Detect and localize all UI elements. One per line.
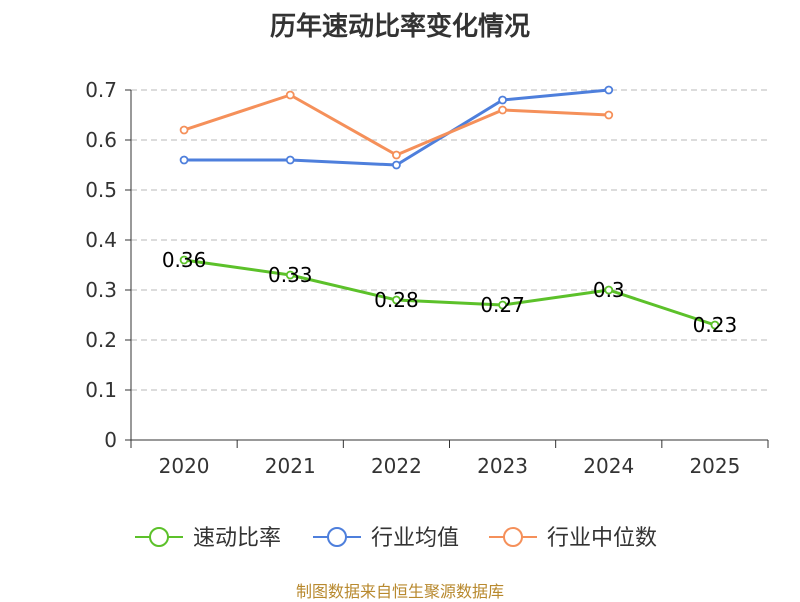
series-line-0: [183, 258, 716, 327]
data-point-2: [604, 110, 614, 120]
data-point-0: [285, 270, 295, 280]
data-point-1: [498, 95, 507, 105]
data-label: 0.33: [268, 263, 313, 287]
data-point-1: [179, 155, 189, 165]
axes: 0 0.1 0.2 0.3 0.4 0.5 0.6 0.7 2020 2021 2022 2023 20…: [85, 78, 769, 478]
y-tick-label: 0.6: [85, 128, 117, 152]
data-point-0: [604, 285, 614, 295]
y-tick-label: 0.4: [85, 228, 117, 252]
data-label: 0.23: [693, 313, 738, 337]
x-tick-label: 2023: [477, 454, 528, 478]
data-point-1: [392, 160, 401, 170]
chart-title: 历年速动比率变化情况: [269, 12, 530, 42]
data-label: 0.3: [593, 278, 625, 302]
x-tick-label: 2022: [371, 454, 422, 478]
x-tick-label: 2025: [689, 454, 740, 478]
y-tick-label: 0.1: [85, 378, 117, 402]
y-tick-label: 0.2: [85, 328, 117, 352]
x-tick-label: 2024: [583, 454, 634, 478]
data-labels: 0.36 0.33 0.28 0.27 0.3 0.23: [162, 248, 737, 337]
legend-item-0: 速动比率: [135, 526, 281, 551]
legend-marker: [149, 527, 169, 547]
data-point-0: [710, 320, 720, 330]
legend: 速动比率 行业均值 行业中位数: [135, 526, 657, 551]
legend-item-1: 行业均值: [313, 526, 459, 551]
data-label: 0.28: [374, 288, 419, 312]
y-tick-label: 0: [104, 428, 117, 452]
data-label: 0.36: [162, 248, 207, 272]
x-tick-label: 2020: [159, 454, 210, 478]
grid-lines: [131, 89, 768, 391]
legend-label: 行业中位数: [547, 526, 657, 551]
data-point-1: [285, 155, 295, 165]
legend-marker: [327, 527, 347, 547]
series-lines: [179, 85, 720, 330]
data-label: 0.27: [480, 293, 525, 317]
x-tick-label: 2021: [265, 454, 316, 478]
data-point-2: [285, 90, 295, 100]
legend-label: 速动比率: [193, 526, 281, 551]
data-point-2: [392, 150, 401, 160]
data-point-2: [498, 105, 507, 115]
data-point-0: [179, 255, 189, 265]
y-tick-label: 0.5: [85, 178, 117, 202]
legend-item-2: 行业中位数: [489, 526, 657, 551]
y-tick-label: 0.7: [85, 78, 117, 102]
data-point-2: [179, 125, 189, 135]
legend-label: 行业均值: [371, 526, 459, 551]
data-point-1: [604, 85, 614, 95]
data-point-0: [392, 295, 401, 305]
legend-marker: [503, 527, 523, 547]
y-tick-label: 0.3: [85, 278, 117, 302]
series-line-2: [183, 93, 609, 157]
data-point-0: [498, 300, 507, 310]
source-note: 制图数据来自恒生聚源数据库: [295, 582, 504, 601]
